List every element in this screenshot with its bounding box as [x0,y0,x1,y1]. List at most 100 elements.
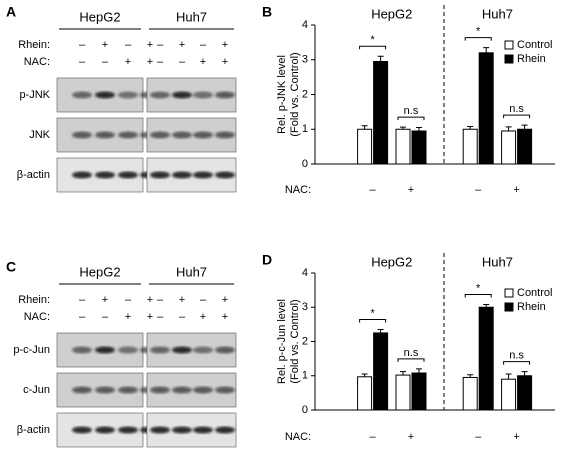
condition-sign: + [125,311,131,323]
band [172,131,192,139]
error-bar [467,374,474,378]
significance-bracket [397,358,425,362]
cell-line-label: HepG2 [79,264,120,279]
error-bar [416,127,422,131]
x-tick-label: + [513,184,519,196]
x-tick-label: – [475,184,482,196]
band-label: β-actin [17,169,50,181]
panel-letter: D [262,252,272,268]
band [72,386,92,394]
significance-bracket [397,116,425,121]
condition-sign: + [125,56,131,68]
band [193,171,213,179]
bar [357,376,373,411]
condition-sign: + [147,294,153,306]
bar [462,128,478,165]
error-bar [416,368,422,374]
legend-label: Control [517,39,552,51]
significance-label: n.s [509,350,524,362]
bar [501,378,517,411]
error-bar [361,373,368,377]
error-bar [400,126,406,130]
band [215,171,235,179]
band [150,346,170,354]
condition-sign: + [222,56,228,68]
cell-line-label: HepG2 [79,9,120,24]
band [172,91,192,99]
band [215,386,235,394]
condition-label: NAC: [24,56,50,68]
bar [478,52,494,165]
y-axis-label: Rel. p-c-Jun level [276,299,288,384]
legend-swatch [504,302,514,312]
band [118,91,138,99]
bar [517,128,533,165]
condition-sign: + [179,294,185,306]
bar [357,128,373,165]
condition-label: Rhein: [18,39,50,51]
x-tick-label: – [475,431,482,443]
condition-sign: – [179,311,186,323]
error-bar [505,373,512,380]
band [95,131,115,139]
condition-sign: + [179,39,185,51]
band-label: c-Jun [23,384,50,396]
condition-sign: – [79,39,86,51]
band [193,131,213,139]
condition-sign: + [147,311,153,323]
band [95,346,115,354]
error-bar [505,126,512,131]
significance-label: * [370,307,375,319]
condition-label: NAC: [24,311,50,323]
band [72,426,92,434]
band [193,426,213,434]
group-label: Huh7 [482,254,513,269]
y-tick-label: 0 [302,158,308,170]
legend-label: Rhein [517,53,546,65]
condition-label: Rhein: [18,294,50,306]
band-label: p-c-Jun [13,344,50,356]
band [172,346,192,354]
x-tick-label: – [370,184,377,196]
condition-sign: – [157,294,164,306]
condition-sign: – [157,56,164,68]
band [215,426,235,434]
legend-swatch [504,288,514,298]
band [118,131,138,139]
band [118,346,138,354]
y-tick-label: 3 [302,54,308,66]
error-bar [483,304,490,308]
bar [395,374,411,411]
group-label: HepG2 [371,254,412,269]
y-tick-label: 3 [302,301,308,313]
error-bar [521,124,528,130]
bar [517,375,533,411]
x-tick-label: + [513,431,519,443]
error-bar [361,125,368,130]
band [72,346,92,354]
condition-sign: + [147,39,153,51]
y-tick-label: 1 [302,123,308,135]
significance-label: * [476,282,481,294]
y-tick-label: 4 [302,19,308,31]
condition-sign: – [102,311,109,323]
condition-sign: – [157,311,164,323]
condition-sign: – [200,39,207,51]
bar [373,60,389,165]
band [172,171,192,179]
band [193,346,213,354]
bar [462,376,478,411]
band [172,426,192,434]
band [193,91,213,99]
band [215,346,235,354]
x-tick-label: + [408,184,414,196]
bar [411,130,427,165]
condition-sign: + [222,39,228,51]
condition-sign: – [125,294,132,306]
band [72,171,92,179]
bar [501,130,517,165]
significance-bracket [359,45,387,50]
condition-sign: + [200,56,206,68]
legend-swatch [504,40,514,50]
cell-line-label: Huh7 [176,9,207,24]
